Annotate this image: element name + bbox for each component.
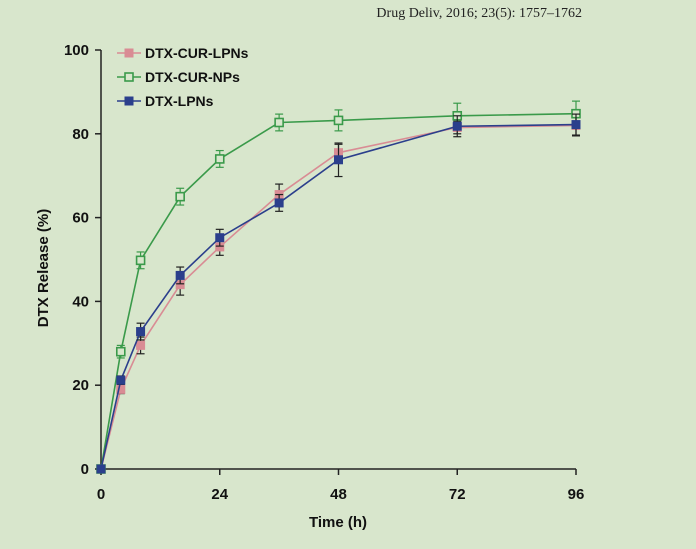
data-point — [571, 120, 581, 130]
data-point — [452, 121, 462, 131]
x-tick-label: 0 — [97, 486, 105, 503]
legend-marker — [124, 72, 134, 82]
y-tick-label: 80 — [72, 126, 89, 143]
y-tick-label: 20 — [72, 377, 89, 394]
x-axis-label: Time (h) — [309, 514, 367, 531]
axes: 0 20 40 60 80 100 0 24 48 72 96 — [64, 42, 584, 503]
data-point — [136, 327, 146, 337]
legend-label: DTX-CUR-LPNs — [145, 45, 249, 61]
data-point — [175, 270, 185, 280]
legend-label: DTX-CUR-NPs — [145, 69, 240, 85]
data-point — [116, 384, 126, 394]
series-layer — [96, 100, 581, 474]
legend-marker — [124, 96, 134, 106]
x-tick-label: 48 — [330, 486, 347, 503]
data-point — [115, 346, 126, 357]
data-point — [215, 233, 225, 243]
data-point — [214, 154, 225, 164]
data-point — [333, 115, 344, 126]
legend-marker — [124, 48, 134, 58]
series-dtx-lpns — [96, 113, 581, 474]
data-point — [274, 198, 284, 208]
x-tick-label: 72 — [449, 486, 466, 503]
data-point — [96, 464, 106, 474]
data-point — [116, 375, 126, 385]
legend: DTX-CUR-LPNs DTX-CUR-NPs DTX-LPNs — [117, 45, 249, 109]
x-tick-label: 96 — [568, 486, 585, 503]
y-axis-label: DTX Release (%) — [35, 209, 52, 327]
y-tick-label: 60 — [72, 210, 89, 227]
data-point — [274, 117, 284, 128]
data-point — [334, 155, 343, 165]
legend-item: DTX-LPNs — [117, 93, 214, 109]
y-tick-label: 0 — [81, 461, 89, 478]
legend-label: DTX-LPNs — [145, 93, 214, 109]
legend-item: DTX-CUR-LPNs — [117, 45, 249, 61]
data-point — [136, 340, 146, 350]
data-point — [135, 255, 146, 266]
x-tick-label: 24 — [211, 486, 228, 503]
legend-item: DTX-CUR-NPs — [117, 69, 240, 85]
y-tick-label: 40 — [72, 293, 89, 310]
data-point — [175, 191, 185, 202]
citation-header: Drug Deliv, 2016; 23(5): 1757–1762 — [376, 6, 582, 21]
y-tick-label: 100 — [64, 42, 89, 59]
